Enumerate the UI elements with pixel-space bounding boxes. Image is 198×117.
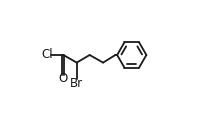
- Text: O: O: [59, 72, 68, 85]
- Text: Cl: Cl: [41, 48, 53, 62]
- Text: Br: Br: [70, 77, 83, 90]
